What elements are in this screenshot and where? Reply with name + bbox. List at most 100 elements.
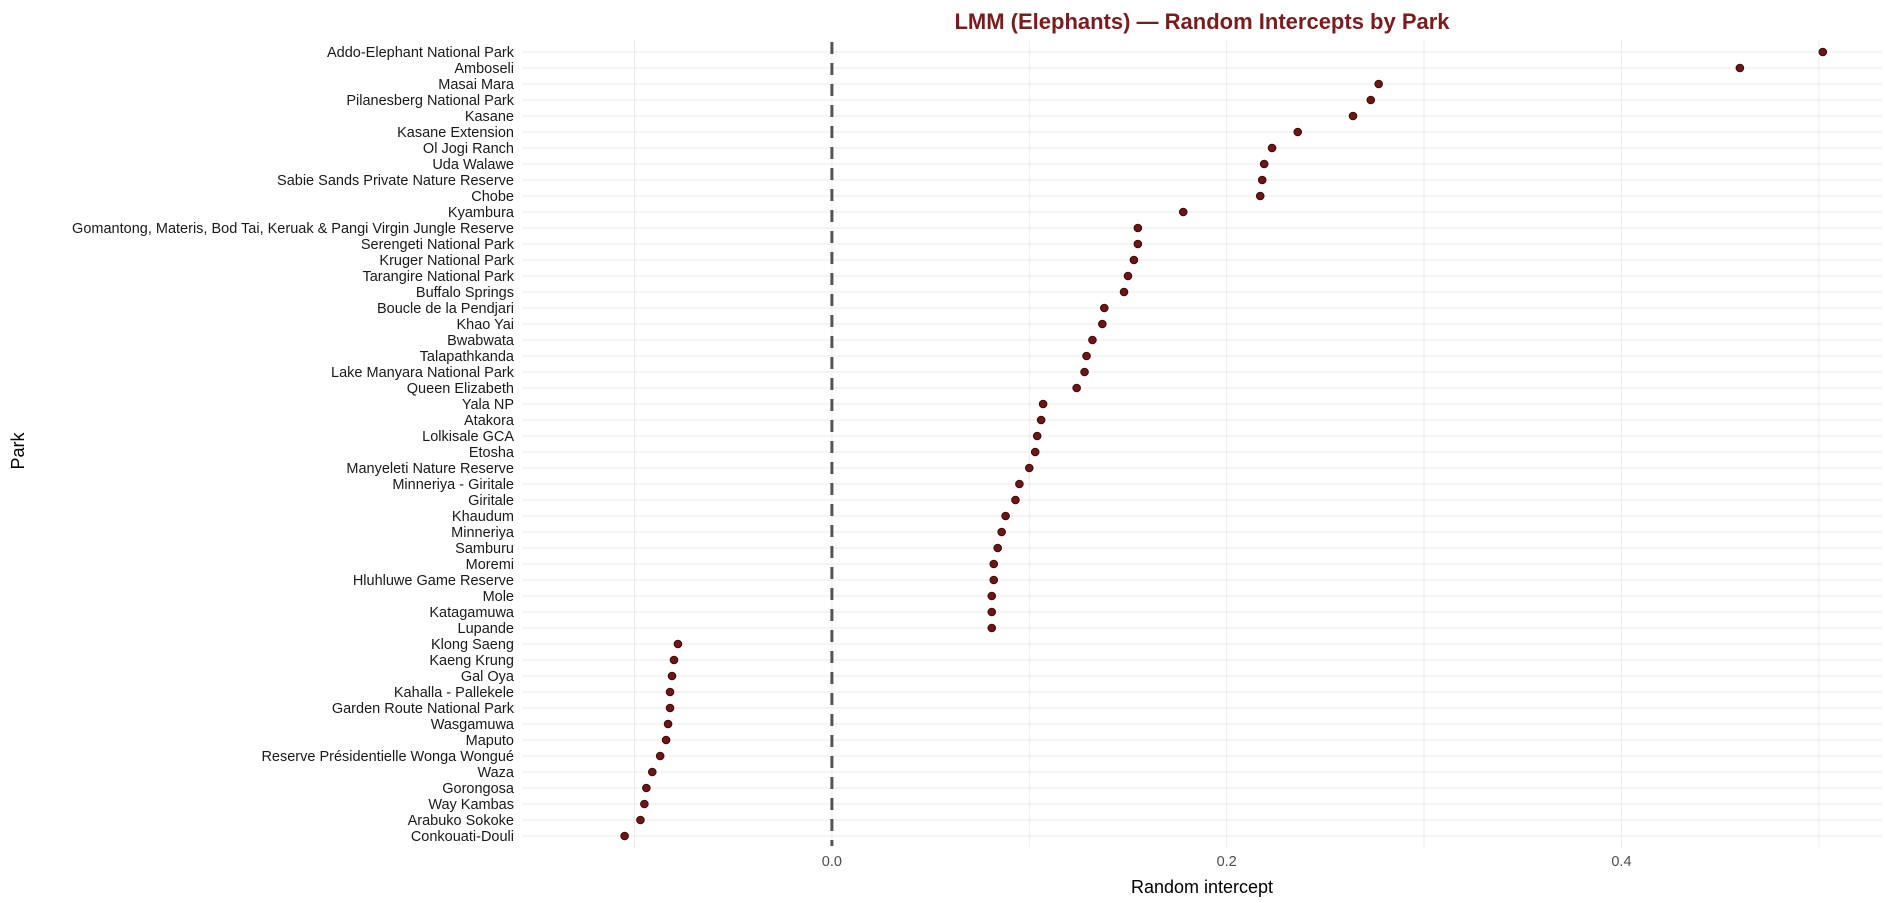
y-tick-label: Queen Elizabeth [407, 381, 514, 397]
x-axis-title: Random intercept [1131, 877, 1273, 897]
y-tick-label: Addo-Elephant National Park [327, 45, 515, 61]
data-point [1348, 111, 1358, 121]
y-tick-label: Waza [477, 765, 514, 781]
y-tick-label: Khaudum [452, 509, 514, 525]
y-tick-label: Tarangire National Park [362, 269, 514, 285]
y-tick-label: Yala NP [462, 397, 514, 413]
y-tick-label: Ol Jogi Ranch [423, 141, 514, 157]
x-tick-label: 0.4 [1611, 854, 1631, 870]
data-point [1080, 367, 1089, 377]
y-tick-label: Kruger National Park [379, 253, 514, 269]
y-tick-label: Maputo [466, 733, 514, 749]
y-tick-label: Uda Walawe [432, 157, 514, 173]
data-point [655, 751, 665, 761]
data-point [1030, 447, 1040, 457]
y-tick-label: Lolkisale GCA [422, 429, 514, 445]
data-point [1133, 223, 1143, 233]
data-point [1178, 207, 1188, 217]
y-tick-label: Masai Mara [438, 77, 515, 93]
data-point [1036, 415, 1046, 425]
data-point [1255, 191, 1265, 201]
x-tick-label: 0.0 [822, 854, 842, 870]
y-tick-label: Hluhluwe Game Reserve [353, 573, 514, 589]
y-tick-label: Etosha [469, 445, 515, 461]
y-tick-label: Minneriya [451, 525, 515, 541]
y-tick-label: Minneriya - Giritale [392, 477, 514, 493]
data-point [1011, 495, 1020, 505]
data-point [1129, 255, 1139, 265]
y-tick-label: Serengeti National Park [361, 237, 515, 253]
data-point [640, 799, 649, 809]
y-tick-label: Atakora [464, 413, 515, 429]
y-tick-label: Katagamuwa [429, 605, 515, 621]
data-point [1267, 143, 1277, 153]
y-tick-label: Gal Oya [461, 669, 515, 685]
y-tick-label: Klong Saeng [431, 637, 514, 653]
data-point [987, 591, 997, 601]
data-points [620, 47, 1828, 841]
y-tick-label: Wasgamuwa [431, 717, 515, 733]
y-tick-label: Lupande [458, 621, 514, 637]
data-point [1119, 287, 1129, 297]
y-tick-label: Kasane [465, 109, 514, 125]
y-axis-ticks: Addo-Elephant National ParkAmboseliMasai… [72, 45, 515, 845]
data-point [989, 575, 999, 585]
y-tick-label: Arabuko Sokoke [408, 813, 514, 829]
data-point [661, 735, 671, 745]
y-tick-label: Manyeleti Nature Reserve [346, 461, 514, 477]
y-tick-label: Sabie Sands Private Nature Reserve [277, 173, 514, 189]
data-point [1735, 63, 1745, 73]
data-point [669, 655, 679, 665]
grid-layer [522, 40, 1882, 848]
y-tick-label: Garden Route National Park [332, 701, 515, 717]
y-tick-label: Kahalla - Pallekele [394, 685, 514, 701]
data-point [642, 783, 651, 793]
data-point [1032, 431, 1042, 441]
y-tick-label: Mole [483, 589, 514, 605]
y-tick-label: Buffalo Springs [416, 285, 514, 301]
data-point [1082, 351, 1091, 361]
data-point [1293, 127, 1303, 137]
data-point [1257, 175, 1267, 185]
data-point [665, 687, 675, 697]
y-tick-label: Pilanesberg National Park [346, 93, 514, 109]
x-axis-ticks: 0.0 0.2 0.4 [822, 854, 1632, 870]
y-tick-label: Kyambura [448, 205, 515, 221]
data-point [1259, 159, 1269, 169]
data-point [667, 671, 677, 681]
data-point [665, 703, 675, 713]
data-point [1123, 271, 1133, 281]
data-point [1024, 463, 1034, 473]
y-tick-label: Talapathkanda [420, 349, 515, 365]
y-tick-label: Samburu [455, 541, 514, 557]
data-point [663, 719, 673, 729]
y-tick-label: Kaeng Krung [429, 653, 514, 669]
y-tick-label: Bwabwata [447, 333, 515, 349]
data-point [1072, 383, 1081, 393]
data-point [620, 831, 629, 841]
data-point [1374, 79, 1383, 89]
y-tick-label: Reserve Présidentielle Wonga Wongué [261, 749, 514, 765]
y-tick-label: Chobe [471, 189, 514, 205]
y-tick-label: Moremi [466, 557, 514, 573]
y-tick-label: Lake Manyara National Park [331, 365, 515, 381]
y-tick-label: Khao Yai [456, 317, 514, 333]
data-point [1001, 511, 1010, 521]
data-point [1098, 319, 1107, 329]
y-tick-label: Boucle de la Pendjari [377, 301, 514, 317]
data-point [987, 623, 997, 633]
y-tick-label: Gorongosa [442, 781, 515, 797]
y-tick-label: Gomantong, Materis, Bod Tai, Keruak & Pa… [72, 221, 514, 237]
y-tick-label: Giritale [468, 493, 514, 509]
data-point [1038, 399, 1048, 409]
x-tick-label: 0.2 [1217, 854, 1237, 870]
data-point [647, 767, 657, 777]
data-point [987, 607, 997, 617]
data-point [673, 639, 683, 649]
y-tick-label: Amboseli [454, 61, 514, 77]
y-tick-label: Conkouati-Douli [411, 829, 514, 845]
data-point [997, 527, 1006, 537]
data-point [1099, 303, 1109, 313]
data-point [1088, 335, 1097, 345]
